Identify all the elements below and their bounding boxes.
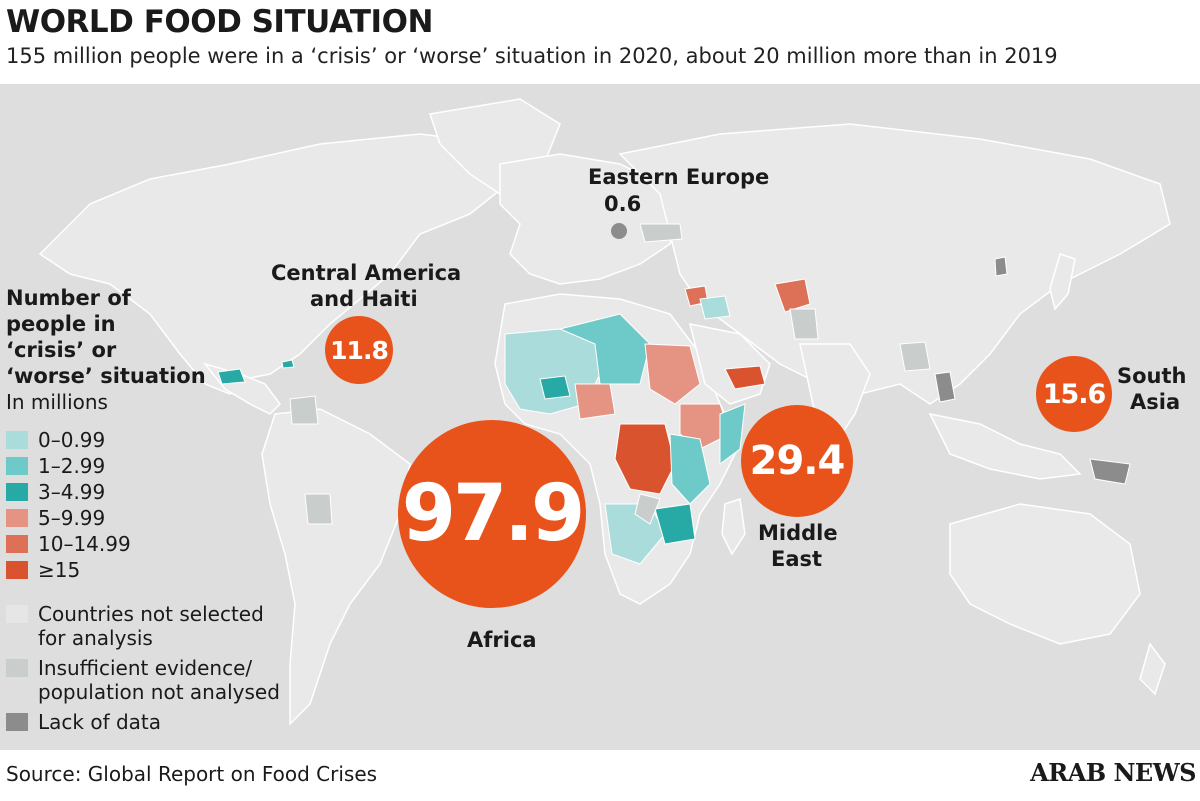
bubble-central-america: 11.8: [325, 316, 393, 384]
legend-item-lack-of-data: Lack of data: [6, 710, 161, 734]
region-label-eastern-europe: Eastern Europe: [588, 165, 770, 189]
central-african-grey: [634, 493, 661, 525]
legend-title-line: ‘crisis’ or: [6, 338, 117, 362]
drc-region: [614, 423, 676, 495]
page-title: WORLD FOOD SITUATION: [6, 4, 433, 40]
pakistan-region: [789, 308, 819, 340]
legend-unit: In millions: [6, 390, 108, 414]
region-value-eastern-europe: 0.6: [604, 192, 642, 216]
world-map-shapes: [38, 98, 1171, 726]
legend-label-line: Countries not selected: [38, 602, 264, 626]
legend-title-line: people in: [6, 312, 116, 336]
legend-label-line: population not analysed: [38, 680, 280, 704]
legend-item-scale-0: 0–0.99: [6, 428, 105, 452]
region-label-central-america-line1: Central America: [271, 261, 462, 285]
bubble-middle-east: 29.4: [741, 405, 853, 517]
legend-swatch: [6, 509, 28, 527]
legend-label: 10–14.99: [38, 532, 131, 556]
east-africa-region: [669, 433, 711, 505]
nigeria-region: [574, 383, 616, 420]
legend-label: Countries not selected for analysis: [38, 602, 264, 650]
legend-item-insufficient: Insufficient evidence/ population not an…: [6, 656, 280, 704]
colombia-region: [289, 395, 319, 425]
southeast-asia-grey: [899, 341, 931, 372]
legend-swatch: [6, 457, 28, 475]
bolivia-region: [304, 493, 333, 525]
central-america-region: [217, 368, 246, 385]
eastern-europe-dot: [611, 223, 627, 239]
myanmar-region: [934, 371, 956, 403]
legend-label: Insufficient evidence/ population not an…: [38, 656, 280, 704]
source-note: Source: Global Report on Food Crises: [6, 762, 378, 786]
region-label-central-america-line2: and Haiti: [310, 287, 418, 311]
legend-swatch: [6, 605, 28, 623]
legend-label: 5–9.99: [38, 506, 106, 530]
legend-label-line: Insufficient evidence/: [38, 656, 253, 680]
legend-swatch: [6, 713, 28, 731]
legend-label: ≥15: [38, 558, 81, 582]
haiti-region: [281, 359, 295, 369]
north-korea-region: [994, 256, 1008, 277]
legend-swatch: [6, 431, 28, 449]
australia-land: [949, 503, 1141, 645]
afghanistan-region: [774, 278, 811, 313]
bubble-south-asia: 15.6: [1036, 356, 1112, 432]
brand-logo: ARAB NEWS: [1030, 758, 1196, 787]
legend-label: 3–4.99: [38, 480, 106, 504]
legend-item-scale-5: ≥15: [6, 558, 80, 582]
southeast-asia-land: [928, 412, 1082, 480]
legend-swatch: [6, 659, 28, 677]
bubble-africa: 97.9: [398, 420, 586, 608]
europe-land: [499, 153, 681, 285]
legend-swatch: [6, 483, 28, 501]
legend-label-line: for analysis: [38, 626, 153, 650]
legend-item-scale-2: 3–4.99: [6, 480, 105, 504]
legend-item-scale-3: 5–9.99: [6, 506, 105, 530]
burkina-faso-region: [539, 375, 571, 400]
region-label-middle-east-line2: East: [771, 547, 823, 571]
legend-item-not-selected: Countries not selected for analysis: [6, 602, 264, 650]
legend-title-line: ‘worse’ situation: [6, 364, 206, 388]
legend-label: 0–0.99: [38, 428, 106, 452]
ukraine-region: [639, 223, 683, 243]
yemen-region: [724, 365, 766, 390]
region-label-middle-east-line1: Middle: [758, 521, 838, 545]
legend-item-scale-4: 10–14.99: [6, 532, 131, 556]
japan-land: [1049, 253, 1076, 311]
page-subtitle: 155 million people were in a ‘crisis’ or…: [6, 44, 1058, 68]
sahel-region: [558, 313, 651, 385]
south-america-land: [261, 408, 411, 726]
somalia-region: [719, 403, 746, 465]
north-america-land: [38, 133, 522, 395]
legend-title-line: Number of: [6, 286, 131, 310]
sudan-region: [644, 343, 701, 405]
legend-label: Lack of data: [38, 710, 162, 734]
legend-swatch: [6, 561, 28, 579]
new-zealand-land: [1139, 642, 1166, 696]
region-label-africa: Africa: [467, 628, 537, 652]
iraq-region: [699, 295, 731, 320]
region-label-south-asia-line1: South: [1117, 364, 1187, 388]
madagascar-land: [721, 498, 746, 556]
legend-swatch: [6, 535, 28, 553]
legend-label: 1–2.99: [38, 454, 106, 478]
zimbabwe-region: [654, 503, 696, 545]
legend-item-scale-1: 1–2.99: [6, 454, 105, 478]
legend-title: Number of people in ‘crisis’ or ‘worse’ …: [6, 285, 206, 389]
papua-new-guinea-region: [1089, 458, 1131, 485]
world-map: Eastern Europe 0.6 Central America and H…: [0, 84, 1200, 750]
region-label-south-asia-line2: Asia: [1130, 390, 1181, 414]
